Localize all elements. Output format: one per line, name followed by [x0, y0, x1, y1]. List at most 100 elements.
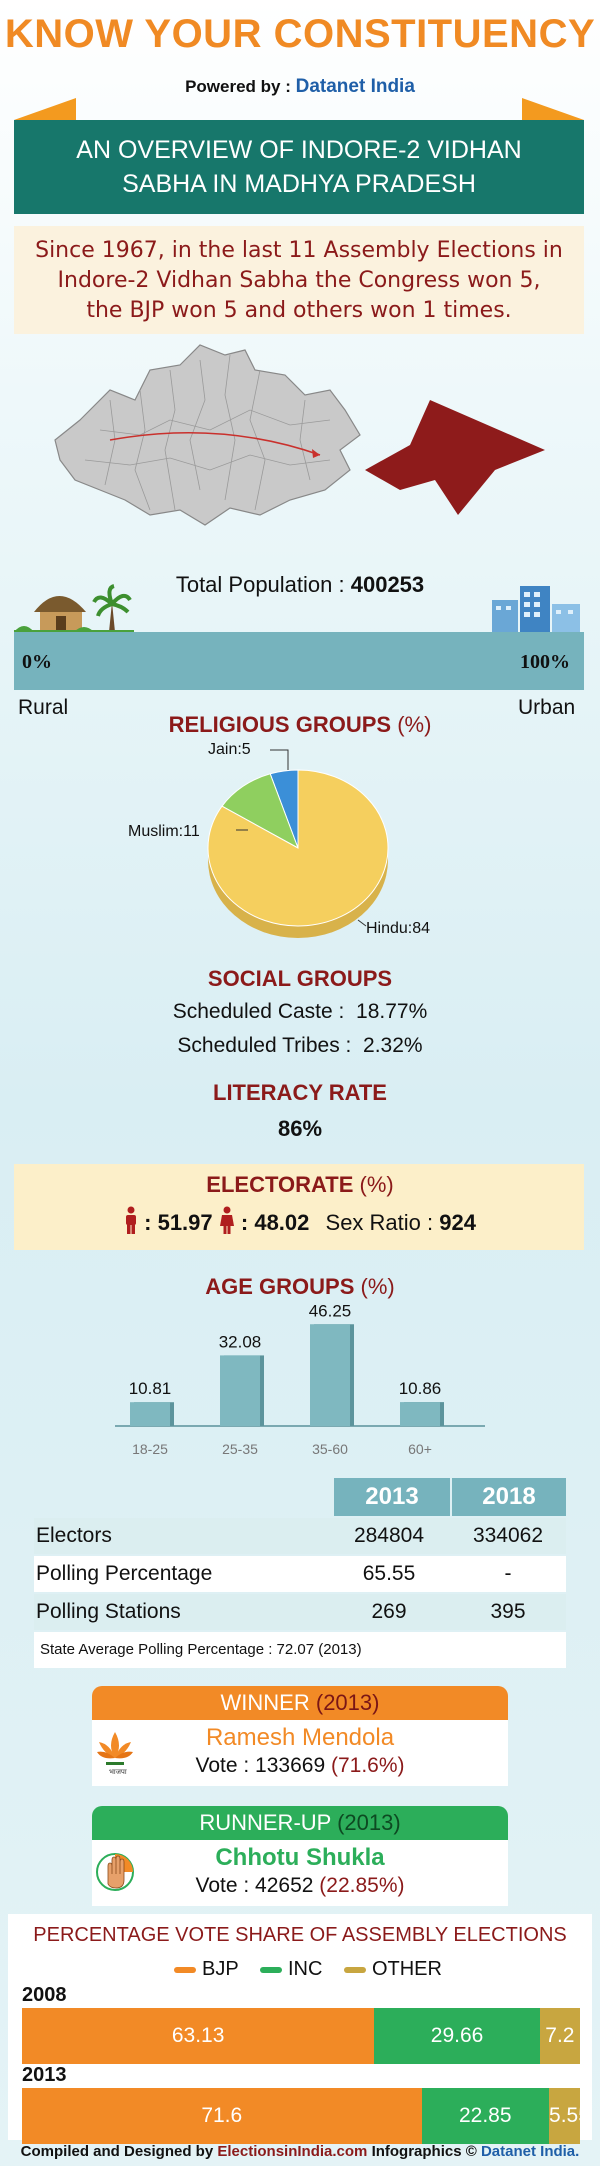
age-title-text: AGE GROUPS: [205, 1274, 355, 1299]
city-buildings-icon: [482, 586, 584, 636]
st-value: 2.32%: [363, 1034, 423, 1057]
scheduled-caste-line: Scheduled Caste : 18.77%: [0, 1000, 600, 1024]
svg-text:भाजपा: भाजपा: [109, 1769, 127, 1776]
age-groups-chart: 10.81 18-25 32.08 25-35 46.25 35-60 10.86 60+: [115, 1301, 485, 1457]
winner-vote: Vote : 133669 (71.6%): [92, 1754, 508, 1778]
winner-vote-label: Vote : 133669: [195, 1754, 326, 1777]
bar-segment-bjp: 63.13: [22, 2008, 375, 2064]
population-label: Total Population :: [175, 572, 351, 597]
age-category-label: 60+: [408, 1441, 432, 1457]
age-category-label: 25-35: [222, 1441, 258, 1457]
hindu-label: Hindu:84: [366, 920, 430, 937]
winner-head-text: WINNER: [220, 1690, 310, 1715]
constituency-shape-icon: [365, 400, 545, 515]
urban-percent: 100%: [520, 651, 570, 673]
winner-vote-pct: (71.6%): [330, 1754, 405, 1777]
state-map: [54, 344, 545, 526]
row-2018: 395: [490, 1600, 526, 1623]
bar-segment-inc: 29.66: [374, 2008, 540, 2064]
muslim-label: Muslim:11: [128, 823, 200, 840]
powered-prefix: Powered by :: [185, 77, 296, 96]
legend-inc-swatch: [259, 1966, 282, 1973]
ribbon-fold-right: [522, 98, 584, 120]
powered-by: Powered by : Datanet India: [0, 76, 600, 98]
table-row: Electors 284804 334062: [34, 1518, 566, 1554]
row-label: Polling Stations: [36, 1600, 181, 1623]
total-population: Total Population : 400253: [0, 572, 600, 598]
social-groups-title: SOCIAL GROUPS: [207, 966, 393, 991]
table-header-2013: 2013: [334, 1478, 450, 1516]
row-2013: 284804: [353, 1524, 425, 1547]
urban-label: Urban: [518, 696, 576, 719]
pie-slice-hindu: [207, 769, 389, 927]
row-label: Polling Percentage: [36, 1562, 213, 1585]
vote-share-bar-2013: 71.6 22.85 5.55: [22, 2088, 590, 2144]
election-summary: Since 1967, in the last 11 Assembly Elec…: [14, 226, 584, 334]
sc-value: 18.77%: [356, 1000, 428, 1023]
footer-credits: Compiled and Designed by ElectionsinIndi…: [0, 2143, 600, 2160]
state-average-note: State Average Polling Percentage : 72.07…: [34, 1632, 566, 1668]
runnerup-head-year: (2013): [337, 1810, 401, 1835]
population-value: 400253: [350, 572, 425, 597]
vote-share-legend: BJP INC OTHER: [0, 1958, 600, 1981]
age-value-label: 10.86: [399, 1379, 442, 1398]
locator-arrow: [109, 432, 321, 456]
rural-label: Rural: [18, 696, 69, 719]
st-label: Scheduled Tribes :: [177, 1034, 352, 1057]
religious-groups-title: RELIGIOUS GROUPS (%): [0, 712, 600, 738]
sex-ratio-value: 924: [439, 1210, 476, 1235]
legend-bjp: BJP: [202, 1958, 239, 1980]
vote-share-title: PERCENTAGE VOTE SHARE OF ASSEMBLY ELECTI…: [33, 1924, 567, 1946]
urban-rural-bar: [14, 632, 584, 690]
row-2018: -: [504, 1562, 512, 1585]
table-row: Polling Percentage 65.55 -: [34, 1556, 566, 1592]
sc-label: Scheduled Caste :: [172, 1000, 345, 1023]
powered-brand: Datanet India: [295, 76, 415, 97]
literacy-title: LITERACY RATE: [213, 1080, 387, 1105]
legend-bjp-swatch: [174, 1966, 197, 1973]
bar-segment-other: 5.55: [549, 2088, 590, 2144]
male-icon: [126, 1206, 137, 1234]
legend-other-swatch: [343, 1966, 366, 1973]
footer-brand-datanet[interactable]: Datanet India.: [480, 2143, 580, 2160]
electorate-stats: : 51.97 : 48.02 Sex Ratio : 924: [0, 1206, 600, 1236]
vote-share-bar-2008: 63.13 29.66 7.2: [22, 2008, 580, 2064]
banner-line-2: SABHA IN MADHYA PRADESH: [122, 170, 476, 198]
runnerup-vote: Vote : 42652 (22.85%): [92, 1874, 508, 1898]
vote-year-2008: 2008: [22, 1984, 67, 2006]
runnerup-vote-label: Vote : 42652: [195, 1874, 314, 1897]
age-bar-18-25: [130, 1402, 170, 1426]
electorate-title-text: ELECTORATE: [206, 1172, 354, 1197]
row-label: Electors: [36, 1524, 112, 1547]
age-category-label: 18-25: [132, 1441, 168, 1457]
overview-banner: AN OVERVIEW OF INDORE-2 VIDHAN SABHA IN …: [14, 120, 584, 214]
banner-line-1: AN OVERVIEW OF INDORE-2 VIDHAN: [76, 136, 522, 164]
madhya-pradesh-map-icon: [54, 344, 361, 526]
age-value-label: 32.08: [219, 1332, 262, 1351]
footer-brand-elections[interactable]: ElectionsinIndia.com: [217, 2143, 368, 2160]
runnerup-header: RUNNER-UP (2013): [92, 1806, 508, 1840]
main-title: KNOW YOUR CONSTITUENCY: [4, 12, 596, 56]
legend-other: OTHER: [371, 1958, 442, 1980]
winner-head-year: (2013): [315, 1690, 380, 1715]
lotus-icon: भाजपा: [97, 1732, 133, 1776]
footer-prefix: Compiled and Designed by: [20, 2143, 214, 2160]
age-bar-60+: [400, 1402, 440, 1426]
runnerup-vote-pct: (22.85%): [319, 1874, 405, 1897]
summary-line-1: Since 1967, in the last 11 Assembly Elec…: [35, 238, 563, 263]
row-2013: 65.55: [362, 1562, 416, 1585]
female-percent: : 48.02: [240, 1210, 310, 1235]
winner-body: भाजपा Ramesh Mendola Vote : 133669 (71.6…: [92, 1720, 508, 1786]
age-groups-title: AGE GROUPS (%): [0, 1274, 600, 1300]
winner-header: WINNER (2013): [92, 1686, 508, 1720]
ribbon-fold-left: [14, 98, 76, 120]
religious-title-text: RELIGIOUS GROUPS: [168, 712, 392, 737]
footer-middle: Infographics ©: [371, 2143, 477, 2160]
row-2013: 269: [371, 1600, 407, 1623]
scheduled-tribes-line: Scheduled Tribes : 2.32%: [0, 1034, 600, 1058]
age-title-suffix: (%): [360, 1274, 395, 1299]
age-value-label: 10.81: [129, 1379, 172, 1398]
row-2018: 334062: [472, 1524, 544, 1547]
jain-leader-line: [270, 749, 289, 770]
age-bar-25-35: [220, 1355, 260, 1426]
